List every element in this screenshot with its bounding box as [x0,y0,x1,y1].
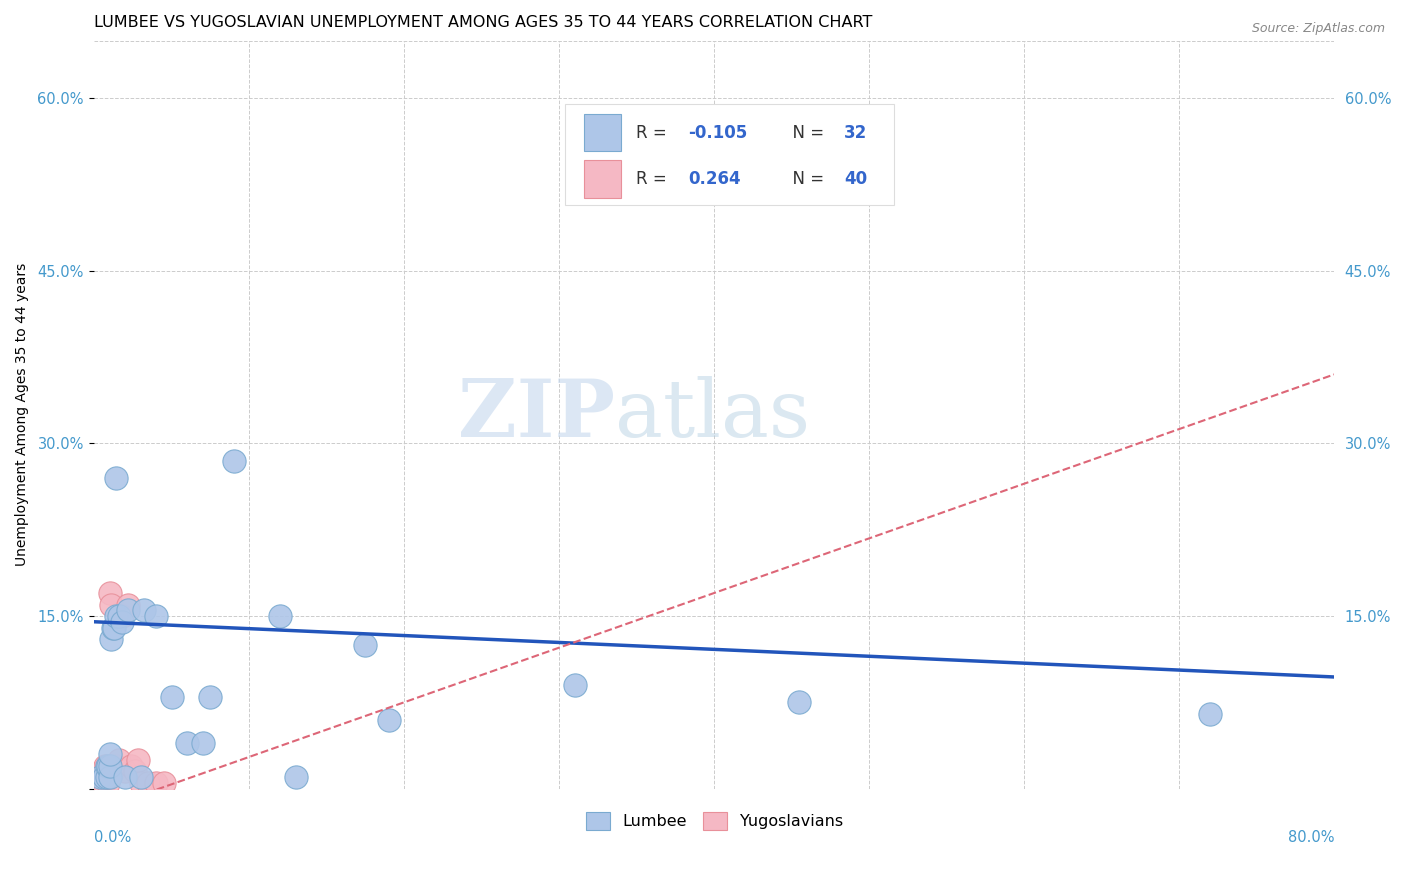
Point [114,770,136,784]
Point [93,770,115,784]
Text: N =: N = [782,170,830,188]
Point [86,776,108,790]
FancyBboxPatch shape [565,104,894,205]
Point [101,620,124,634]
Point [160,690,183,704]
Point [87,770,110,784]
Point [103,758,125,772]
Point [117,603,139,617]
Point [89,770,111,784]
Text: 32: 32 [845,124,868,142]
Point [101,764,124,779]
Text: 0.0%: 0.0% [94,830,132,845]
Point [104,758,127,772]
Y-axis label: Unemployment Among Ages 35 to 44 years: Unemployment Among Ages 35 to 44 years [15,263,30,566]
Text: N =: N = [782,124,830,142]
Point [138,776,160,790]
Point [87,776,110,790]
Text: Source: ZipAtlas.com: Source: ZipAtlas.com [1251,22,1385,36]
Point [91,770,114,784]
Point [93,776,115,790]
Point [100,632,122,646]
Point [87,776,110,790]
Point [93,770,115,784]
Text: 80.0%: 80.0% [1288,830,1334,845]
Text: -0.105: -0.105 [688,124,748,142]
Point [145,776,167,790]
Point [354,638,377,652]
Point [97,776,120,790]
Point [114,764,136,779]
Point [97,758,120,772]
Point [269,609,291,624]
Text: LUMBEE VS YUGOSLAVIAN UNEMPLOYMENT AMONG AGES 35 TO 44 YEARS CORRELATION CHART: LUMBEE VS YUGOSLAVIAN UNEMPLOYMENT AMONG… [94,15,873,30]
Point [103,620,125,634]
Point [564,678,586,692]
Point [86,776,108,790]
Point [98,747,121,761]
Legend: Lumbee, Yugoslavians: Lumbee, Yugoslavians [579,805,849,837]
Point [108,609,131,624]
Text: atlas: atlas [614,376,810,454]
Point [191,735,214,749]
Bar [583,161,621,198]
Point [86,770,108,784]
Point [111,615,134,629]
Point [176,735,198,749]
Point [96,758,118,772]
Point [91,770,114,784]
Point [104,609,127,624]
Point [94,770,117,784]
Point [89,776,111,790]
Point [111,609,134,624]
Point [98,758,121,772]
Text: R =: R = [636,170,672,188]
Point [94,764,117,779]
Point [377,713,399,727]
Point [200,690,222,704]
Point [129,770,152,784]
Point [91,776,114,790]
Point [132,603,155,617]
Point [89,770,111,784]
Point [145,609,167,624]
Point [98,764,121,779]
Point [93,764,115,779]
Point [97,770,120,784]
Text: ZIP: ZIP [458,376,614,454]
Text: R =: R = [636,124,672,142]
Point [1199,706,1222,721]
Point [98,770,121,784]
Point [104,471,127,485]
Point [120,758,142,772]
Point [98,586,121,600]
Point [127,753,149,767]
Point [96,770,118,784]
Point [108,753,131,767]
Point [100,598,122,612]
Bar [583,114,621,152]
Point [789,695,811,709]
Point [124,764,146,779]
Point [91,764,114,779]
Text: 0.264: 0.264 [688,170,741,188]
Point [96,770,118,784]
Point [117,598,139,612]
Point [89,776,111,790]
Point [153,776,176,790]
Point [96,758,118,772]
Point [94,758,117,772]
Point [284,770,307,784]
Point [129,776,152,790]
Text: 40: 40 [845,170,868,188]
Point [222,454,245,468]
